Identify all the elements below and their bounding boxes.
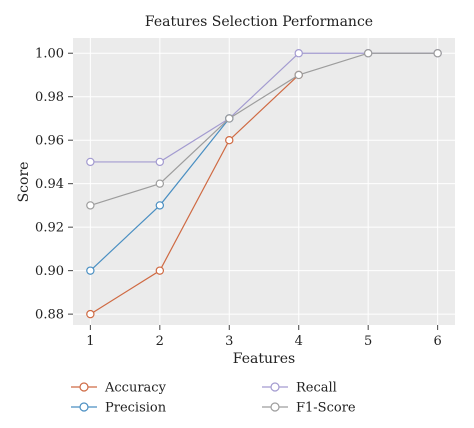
legend-marker (79, 382, 89, 392)
f1-score-point (225, 114, 234, 123)
legend-label: Accuracy (104, 381, 167, 396)
legend-label: Precision (105, 401, 167, 416)
y-tick-label: 0.88 (35, 308, 64, 323)
accuracy-point (86, 309, 95, 319)
f1-score-point (86, 201, 95, 210)
series-f1-score (86, 49, 442, 210)
legend-item-recall: Recall (262, 381, 337, 396)
y-axis-label: Score (16, 162, 32, 203)
x-tick-label: 1 (86, 334, 94, 349)
y-tick-label: 0.94 (35, 177, 64, 192)
legend: Accuracy Recall Precision F1-Score (71, 381, 356, 416)
x-tick-label: 6 (433, 334, 441, 349)
axes: 0.88 0.90 0.92 0.94 0.96 0.98 1.00 1 2 3 4 5 6 (35, 47, 442, 349)
y-tick-label: 0.96 (35, 134, 64, 149)
x-tick-label: 3 (225, 334, 233, 349)
legend-item-f1-score: F1-Score (262, 401, 356, 416)
recall-point (294, 49, 303, 58)
f1-score-point (294, 70, 303, 80)
x-tick-label: 2 (156, 334, 164, 349)
legend-item-precision: Precision (71, 401, 167, 416)
legend-label: Recall (296, 381, 337, 396)
f1-score-point (433, 49, 442, 58)
accuracy-point (225, 135, 234, 145)
legend-marker (270, 402, 280, 412)
legend-marker (270, 382, 280, 392)
f1-score-point (155, 179, 165, 188)
chart-title: Features Selection Performance (145, 14, 373, 30)
recall-point (155, 157, 165, 167)
accuracy-point (155, 266, 165, 275)
x-axis-label: Features (233, 351, 295, 367)
y-tick-label: 0.98 (35, 90, 64, 105)
accuracy-line (90, 74, 300, 315)
x-tick-label: 4 (295, 334, 303, 349)
y-tick-label: 0.90 (35, 264, 64, 279)
precision-point (155, 201, 165, 210)
f1-score-line (90, 52, 438, 206)
f1-score-point (363, 49, 373, 58)
series-layer (86, 49, 442, 319)
recall-point (86, 157, 95, 167)
legend-label: F1-Score (296, 401, 356, 416)
precision-point (86, 266, 95, 275)
legend-marker (79, 402, 89, 412)
x-tick-label: 5 (364, 334, 372, 349)
y-tick-label: 0.92 (35, 221, 64, 236)
plot-area (73, 38, 455, 325)
y-tick-label: 1.00 (35, 47, 64, 62)
legend-item-accuracy: Accuracy (71, 381, 167, 396)
